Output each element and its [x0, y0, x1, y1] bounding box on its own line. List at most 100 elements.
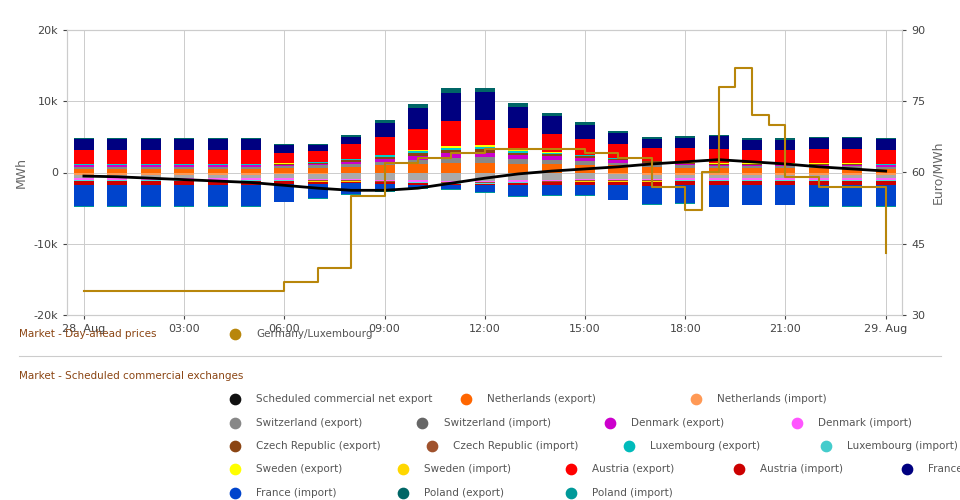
Bar	[575, 161, 595, 164]
Bar	[341, 179, 361, 180]
Bar	[742, 181, 762, 184]
Bar	[842, 137, 862, 138]
Bar	[141, 164, 160, 166]
Text: France (export): France (export)	[928, 464, 960, 474]
Bar	[174, 166, 194, 167]
Bar	[708, 206, 729, 208]
Bar	[475, 172, 494, 173]
Bar	[141, 138, 160, 139]
Bar	[308, 166, 327, 168]
Bar	[275, 172, 295, 174]
Bar	[141, 172, 160, 174]
Bar	[776, 174, 796, 178]
Bar	[541, 156, 562, 160]
Bar	[575, 184, 595, 196]
Bar	[241, 139, 261, 149]
Bar	[809, 172, 828, 174]
Bar	[642, 179, 661, 180]
Bar	[609, 160, 629, 162]
Bar	[475, 149, 494, 152]
Bar	[475, 184, 494, 186]
Bar	[442, 162, 462, 172]
Bar	[108, 164, 128, 166]
Bar	[675, 174, 695, 178]
Bar	[541, 184, 562, 196]
Bar	[141, 139, 160, 149]
Text: Czech Republic (import): Czech Republic (import)	[453, 441, 579, 451]
Bar	[241, 184, 261, 206]
Bar	[275, 178, 295, 180]
Bar	[541, 160, 562, 164]
Point	[818, 442, 833, 450]
Bar	[408, 108, 428, 129]
Bar	[842, 149, 862, 163]
Bar	[141, 167, 160, 169]
Bar	[374, 162, 395, 166]
Bar	[275, 168, 295, 172]
Bar	[275, 144, 295, 146]
Bar	[708, 174, 729, 178]
Bar	[275, 174, 295, 178]
Bar	[241, 181, 261, 184]
Bar	[809, 168, 828, 172]
Bar	[374, 156, 395, 157]
Bar	[241, 166, 261, 167]
Bar	[442, 172, 462, 173]
Bar	[609, 162, 629, 166]
Bar	[675, 186, 695, 203]
Bar	[508, 186, 528, 196]
Bar	[742, 168, 762, 172]
Bar	[308, 146, 327, 151]
Bar	[842, 174, 862, 178]
Bar	[575, 155, 595, 156]
Bar	[776, 138, 796, 140]
Bar	[108, 181, 128, 184]
Bar	[708, 164, 729, 166]
Text: Sweden (import): Sweden (import)	[424, 464, 512, 474]
Bar	[341, 158, 361, 160]
Bar	[275, 181, 295, 184]
Bar	[275, 164, 295, 166]
Bar	[341, 135, 361, 138]
Bar	[408, 173, 428, 180]
Bar	[241, 178, 261, 180]
Bar	[876, 184, 896, 206]
Bar	[609, 186, 629, 200]
Bar	[442, 121, 462, 146]
Bar	[174, 174, 194, 178]
Bar	[74, 169, 94, 172]
Bar	[308, 164, 327, 166]
Bar	[541, 173, 562, 180]
Bar	[408, 180, 428, 182]
Bar	[174, 150, 194, 164]
Bar	[876, 138, 896, 139]
Bar	[341, 138, 361, 144]
Bar	[174, 172, 194, 174]
Bar	[374, 180, 395, 181]
Bar	[541, 134, 562, 152]
Bar	[408, 172, 428, 173]
Bar	[141, 169, 160, 172]
Bar	[174, 164, 194, 166]
Bar	[742, 164, 762, 166]
Y-axis label: Euro/MWh: Euro/MWh	[931, 141, 944, 204]
Bar	[374, 122, 395, 137]
Bar	[442, 182, 462, 183]
Bar	[876, 169, 896, 172]
Bar	[442, 173, 462, 181]
Bar	[442, 92, 462, 121]
Bar	[742, 140, 762, 150]
Bar	[475, 152, 494, 157]
Bar	[842, 166, 862, 168]
Bar	[609, 133, 629, 143]
Bar	[776, 178, 796, 180]
Bar	[108, 169, 128, 172]
Bar	[442, 158, 462, 162]
Bar	[508, 151, 528, 152]
Bar	[575, 173, 595, 179]
Bar	[374, 173, 395, 180]
Bar	[708, 149, 729, 163]
Bar	[508, 164, 528, 172]
Bar	[742, 178, 762, 180]
Bar	[108, 172, 128, 174]
